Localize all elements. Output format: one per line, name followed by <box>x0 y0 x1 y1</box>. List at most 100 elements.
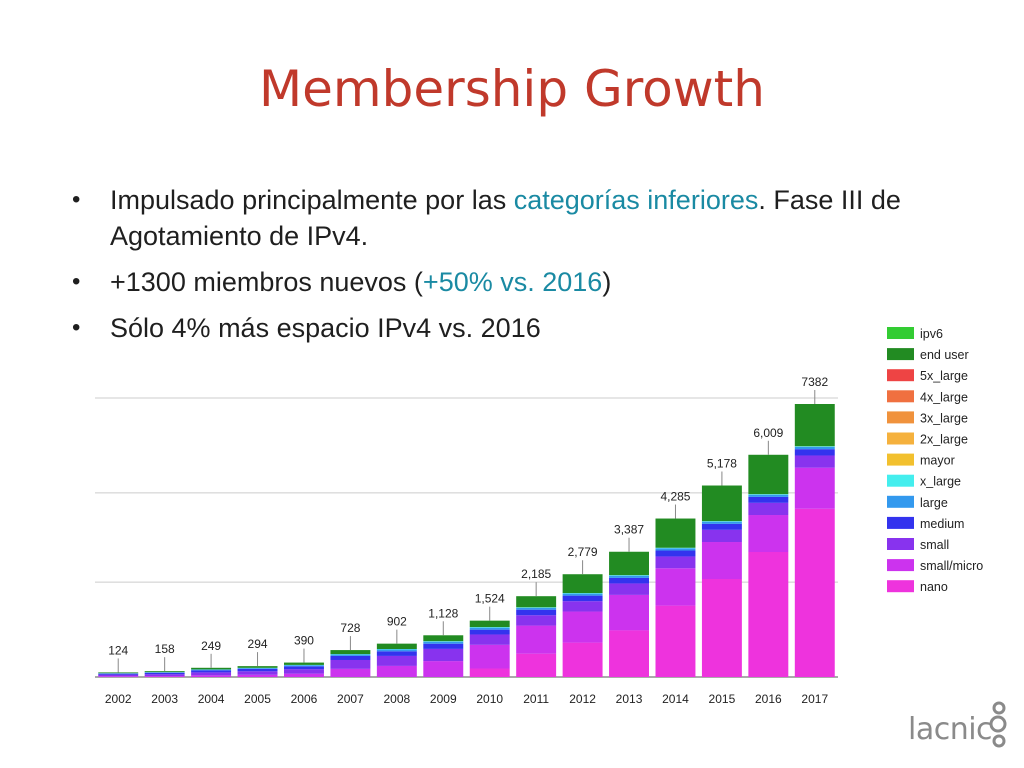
bar-segment <box>655 605 696 677</box>
bar-segment <box>609 575 649 576</box>
bar-segment <box>562 574 603 594</box>
total-label: 7382 <box>801 375 828 389</box>
bar-segment <box>516 607 557 608</box>
bar-segment <box>794 455 835 468</box>
bar-segment <box>794 449 835 456</box>
bar-segment <box>98 674 139 677</box>
legend-label: 4x_large <box>920 390 968 404</box>
bar-segment <box>516 609 557 616</box>
x-tick-label: 2006 <box>291 692 318 706</box>
bullet-dot-icon: • <box>72 314 81 341</box>
x-tick-label: 2011 <box>523 692 549 706</box>
bar-segment <box>609 575 649 578</box>
bar-segment <box>469 627 510 628</box>
bar-segment <box>609 583 649 595</box>
x-tick-label: 2002 <box>105 692 132 706</box>
bar-segment <box>701 529 742 543</box>
total-label: 249 <box>201 639 221 653</box>
bar-segment <box>330 650 371 655</box>
total-label: 902 <box>387 615 407 629</box>
bar-segment <box>562 642 603 677</box>
bar-segment <box>748 494 789 497</box>
legend-label: small <box>920 538 949 552</box>
total-label: 4,285 <box>660 490 690 504</box>
bar-segment <box>516 653 557 677</box>
bar-segment <box>562 611 603 643</box>
bar-segment <box>701 542 742 579</box>
bar-segment <box>423 643 464 649</box>
bar-segment <box>469 627 510 630</box>
bar-segment <box>655 568 696 606</box>
x-tick-label: 2009 <box>430 692 457 706</box>
x-tick-label: 2008 <box>383 692 410 706</box>
bullet-item: • +1300 miembros nuevos (+50% vs. 2016) <box>70 264 970 300</box>
bar-segment <box>330 655 371 660</box>
bar-segment <box>144 676 185 677</box>
bar-segment <box>330 659 371 669</box>
bar-segment <box>748 502 789 516</box>
bar-segment <box>748 515 789 553</box>
bullet-dot-icon: • <box>72 186 81 213</box>
total-label: 158 <box>155 642 175 656</box>
total-label: 728 <box>340 621 360 635</box>
bar-segment <box>701 521 742 522</box>
bar-segment <box>423 641 464 642</box>
total-label: 3,387 <box>614 523 644 537</box>
bar-segment <box>701 485 742 522</box>
legend-label: 2x_large <box>920 433 968 447</box>
bar-segment <box>376 649 417 652</box>
bar-segment <box>655 550 696 557</box>
legend-swatch <box>887 432 914 445</box>
bar-segment <box>191 669 232 671</box>
bar-segment <box>191 672 232 676</box>
x-tick-label: 2007 <box>337 692 364 706</box>
x-tick-label: 2013 <box>616 692 643 706</box>
bar-segment <box>423 648 464 662</box>
bullet-text: Impulsado principalmente por las <box>110 185 514 215</box>
legend-label: mayor <box>920 454 955 468</box>
bar-segment <box>376 665 417 677</box>
bar-segment <box>284 673 324 677</box>
total-label: 6,009 <box>753 426 783 440</box>
bar-segment <box>516 615 557 626</box>
legend-swatch <box>887 474 914 487</box>
bullet-item: • Sólo 4% más espacio IPv4 vs. 2016 <box>70 310 970 346</box>
bar-segment <box>748 496 789 503</box>
bar-segment <box>655 518 696 548</box>
x-tick-label: 2010 <box>476 692 503 706</box>
bar-segment <box>469 620 510 628</box>
bar-segment <box>330 654 371 656</box>
total-label: 390 <box>294 634 314 648</box>
legend-swatch <box>887 327 914 339</box>
bar-segment <box>98 672 139 674</box>
x-tick-label: 2017 <box>801 692 828 706</box>
bar-segment <box>701 578 742 677</box>
bar-segment <box>191 675 232 677</box>
legend-label: end user <box>920 348 969 362</box>
legend-swatch <box>887 453 914 466</box>
bar-segment <box>284 666 324 670</box>
bar-segment <box>794 446 835 447</box>
x-tick-label: 2005 <box>244 692 271 706</box>
bar-segment <box>284 669 324 674</box>
bar-segment <box>469 644 510 669</box>
bar-segment <box>701 523 742 530</box>
total-label: 2,779 <box>568 545 598 559</box>
lacnic-logo-icon <box>989 701 1007 748</box>
legend-label: large <box>920 496 948 510</box>
bar-segment <box>237 666 278 668</box>
legend-swatch <box>887 369 914 382</box>
legend-swatch <box>887 390 914 403</box>
bar-segment <box>655 556 696 569</box>
bar-segment <box>423 641 464 644</box>
bullet-list: • Impulsado principalmente por las catego… <box>70 182 970 356</box>
bar-segment <box>655 547 696 549</box>
total-label: 2,185 <box>521 567 551 581</box>
bar-segment <box>609 551 649 576</box>
x-tick-label: 2003 <box>151 692 178 706</box>
total-label: 1,524 <box>475 592 505 606</box>
bar-segment <box>423 635 464 642</box>
legend-label: medium <box>920 517 964 531</box>
slide-title: Membership Growth <box>259 60 765 118</box>
